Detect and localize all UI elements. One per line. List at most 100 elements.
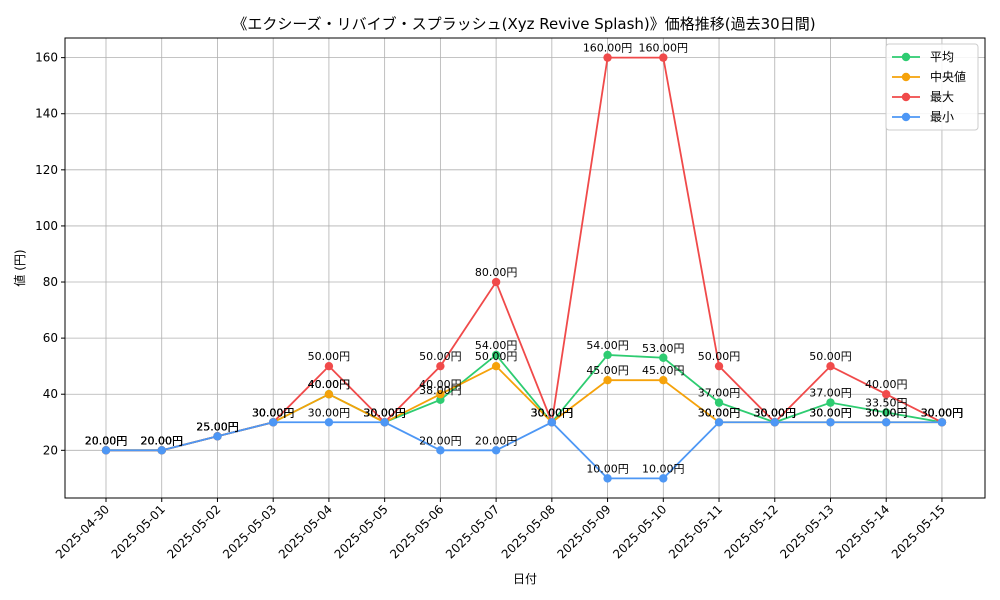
data-label-average: 20.00円 xyxy=(85,434,128,447)
y-tick-label: 160 xyxy=(35,51,58,65)
data-label-min: 30.00円 xyxy=(809,406,852,419)
legend-box xyxy=(885,43,979,131)
legend-label-median: 中央値 xyxy=(930,69,966,84)
data-label-median: 30.00円 xyxy=(754,406,797,419)
data-label-average: 37.00円 xyxy=(698,387,741,400)
data-label-max: 80.00円 xyxy=(475,266,518,279)
data-label-average: 37.00円 xyxy=(809,387,852,400)
data-label-max: 30.00円 xyxy=(754,406,797,419)
y-tick-label: 120 xyxy=(35,163,58,177)
data-label-average: 30.00円 xyxy=(921,406,964,419)
data-label-median: 40.00円 xyxy=(419,378,462,391)
y-axis-ticks: 20 40 60 80 100 120 140 160 xyxy=(35,51,65,457)
data-point-max xyxy=(714,361,724,371)
data-label-average: 20.00円 xyxy=(140,434,183,447)
data-label-average: 25.00円 xyxy=(196,420,239,433)
y-tick-label: 140 xyxy=(35,107,58,121)
data-label-median: 30.00円 xyxy=(531,406,574,419)
data-label-min: 25.00円 xyxy=(196,420,239,433)
data-label-min: 10.00円 xyxy=(642,462,685,475)
data-point-min xyxy=(937,418,947,427)
data-label-median: 45.00円 xyxy=(586,364,629,377)
y-tick-label: 100 xyxy=(35,219,58,233)
data-label-max: 50.00円 xyxy=(698,350,741,363)
data-point-average xyxy=(603,350,612,360)
data-point-median xyxy=(324,390,334,399)
data-point-min xyxy=(380,418,389,427)
data-label-max: 30.00円 xyxy=(531,406,574,419)
data-label-max: 50.00円 xyxy=(809,350,852,363)
data-point-min xyxy=(603,474,612,483)
data-label-median: 50.00円 xyxy=(475,350,518,363)
data-label-min: 20.00円 xyxy=(419,434,462,447)
legend-marker-max xyxy=(901,92,911,102)
data-label-median: 30.00円 xyxy=(921,406,964,419)
data-point-min xyxy=(268,418,278,427)
data-label-median: 20.00円 xyxy=(85,434,128,447)
y-tick-label: 40 xyxy=(43,387,58,401)
chart-title: 《エクシーズ・リバイブ・スプラッシュ(Xyz Revive Splash)》価格… xyxy=(232,15,815,33)
data-point-min xyxy=(770,418,779,427)
legend-marker-average xyxy=(901,52,911,62)
data-label-median: 40.00円 xyxy=(308,378,351,391)
data-point-min xyxy=(101,446,111,455)
data-point-min xyxy=(826,418,835,427)
data-label-min: 30.00円 xyxy=(865,406,908,419)
data-point-min xyxy=(714,418,724,427)
data-label-max: 25.00円 xyxy=(196,420,239,433)
data-labels: 20.00円 20.00円 25.00円 30.00円 40.00円 30.00円 38.0… xyxy=(85,42,963,476)
series-group xyxy=(101,53,947,483)
plot-frame xyxy=(64,37,986,499)
data-point-max xyxy=(324,361,334,371)
data-label-max: 30.00円 xyxy=(252,406,295,419)
data-label-average: 40.00円 xyxy=(308,378,351,391)
data-label-max: 30.00円 xyxy=(363,406,406,419)
data-point-max xyxy=(436,361,445,371)
data-label-min: 20.00円 xyxy=(85,434,128,447)
data-point-median xyxy=(491,361,501,371)
data-label-average: 30.00円 xyxy=(363,406,406,419)
data-point-min xyxy=(436,446,445,455)
data-label-max: 20.00円 xyxy=(85,434,128,447)
data-label-median: 30.00円 xyxy=(698,406,741,419)
data-label-min: 30.00円 xyxy=(252,406,295,419)
data-label-average: 54.00円 xyxy=(586,339,629,352)
data-label-max: 160.00円 xyxy=(583,42,633,55)
data-point-max xyxy=(826,361,835,371)
y-tick-label: 60 xyxy=(43,331,58,345)
data-point-average xyxy=(659,353,668,362)
data-point-average xyxy=(882,408,891,417)
data-label-average: 53.00円 xyxy=(642,342,685,355)
legend-label-min: 最小 xyxy=(930,110,954,124)
data-label-max: 20.00円 xyxy=(140,434,183,447)
data-label-max: 40.00円 xyxy=(865,378,908,391)
data-label-min: 20.00円 xyxy=(140,434,183,447)
series-line-min xyxy=(106,421,942,480)
data-label-median: 25.00円 xyxy=(196,420,239,433)
data-label-median: 30.00円 xyxy=(865,406,908,419)
data-label-median: 30.00円 xyxy=(809,406,852,419)
data-point-median xyxy=(436,390,445,399)
data-point-min xyxy=(324,418,334,427)
data-label-min: 20.00円 xyxy=(475,434,518,447)
data-point-median xyxy=(603,375,612,385)
data-label-average: 54.00円 xyxy=(475,339,518,352)
data-label-min: 30.00円 xyxy=(363,406,406,419)
y-axis-label: 値 (円) xyxy=(12,249,27,286)
data-point-min xyxy=(157,446,166,455)
data-label-max: 50.00円 xyxy=(308,350,351,363)
data-label-median: 45.00円 xyxy=(642,364,685,377)
x-axis-label: 日付 xyxy=(513,572,537,586)
data-point-average xyxy=(826,398,835,407)
data-point-min xyxy=(882,418,891,427)
data-label-max: 30.00円 xyxy=(921,406,964,419)
data-point-min xyxy=(491,446,501,455)
data-point-max xyxy=(491,277,501,287)
data-label-max: 50.00円 xyxy=(419,350,462,363)
data-label-max: 160.00円 xyxy=(639,42,689,55)
legend-marker-median xyxy=(901,72,911,82)
data-label-average: 33.50円 xyxy=(865,396,908,409)
